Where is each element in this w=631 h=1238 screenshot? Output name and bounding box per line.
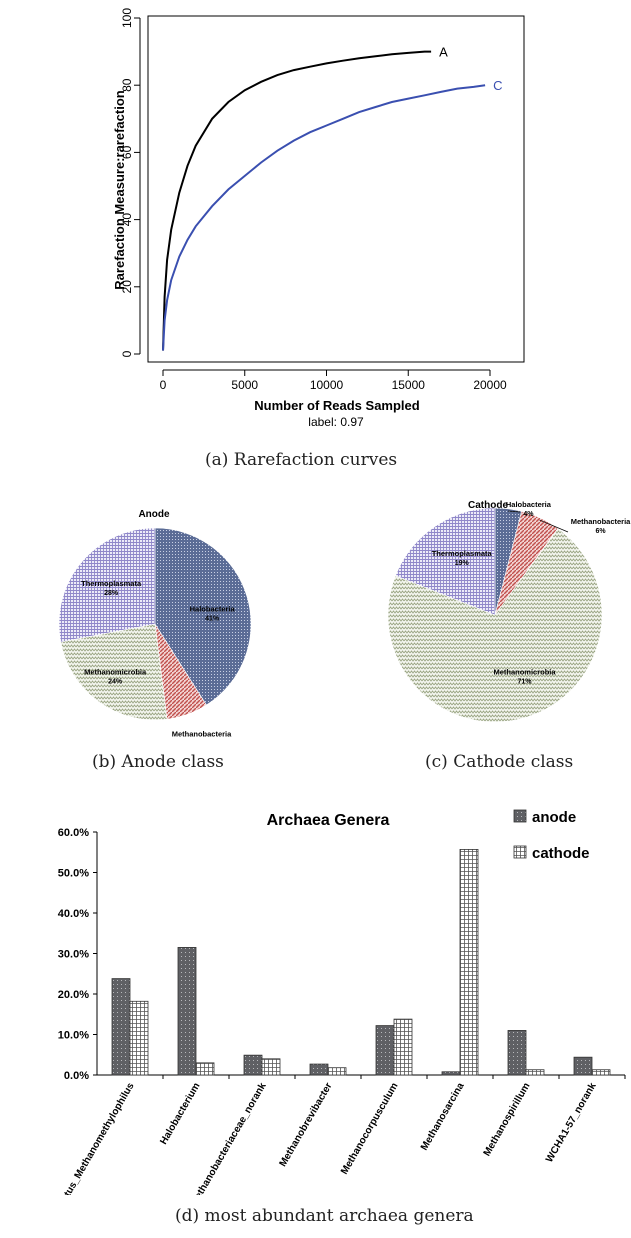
pie-title: Anode — [138, 509, 170, 520]
series-label-C: C — [493, 78, 502, 93]
y-tick-label: 10.0% — [58, 1030, 89, 1042]
pie-slice-methanomicrobia — [387, 528, 603, 723]
anode-pie-chart: Anode Halobacteria41%Methanobacteria7%Me… — [58, 509, 252, 747]
x-tick-label: 20000 — [473, 378, 507, 392]
y-tick-label: 60.0% — [58, 827, 89, 839]
bar-anode — [309, 1063, 329, 1076]
bar-chart-title: Archaea Genera — [267, 812, 390, 829]
caption-d: (d) most abundant archaea genera — [175, 1206, 474, 1226]
bar-anode — [243, 1054, 263, 1076]
category-label: Candidatus_Methanomethylophilus — [43, 1081, 137, 1195]
category-label: Halobacterium — [158, 1081, 202, 1147]
series-label-A: A — [439, 45, 448, 60]
y-tick-label: 80 — [120, 78, 134, 92]
category-label: WCHA1-57_norank — [544, 1081, 599, 1165]
y-tick-label: 50.0% — [58, 868, 89, 880]
y-tick-label: 20 — [120, 280, 134, 294]
legend-label: cathode — [532, 845, 590, 862]
y-tick-label: 40.0% — [58, 908, 89, 920]
anode-pie-panel: Anode Halobacteria41%Methanobacteria7%Me… — [40, 500, 280, 747]
slice-pct: 4% — [523, 511, 534, 518]
genera-bar-chart: Archaea Genera 0.0% 10.0% 20.0% 30.0% 40.0% 5… — [43, 809, 626, 1233]
slice-pct: 41% — [205, 615, 220, 622]
pie-slice-thermoplasmata — [395, 507, 496, 616]
slice-label: Thermoplasmata — [81, 579, 142, 588]
slice-label: Halobacteria — [190, 604, 236, 613]
bar-cathode — [393, 1018, 413, 1076]
x-tick-label: 5000 — [231, 378, 258, 392]
slice-pct: 71% — [518, 678, 533, 685]
bar-anode — [177, 947, 197, 1076]
y-axis-label: Rarefaction Measure:rarefaction — [112, 90, 127, 289]
leader-line — [508, 510, 521, 513]
y-tick-label: 40 — [120, 213, 134, 227]
y-tick-label: 30.0% — [58, 949, 89, 961]
bar-cathode — [459, 849, 479, 1076]
legend-swatch — [513, 845, 527, 859]
bar-anode — [507, 1030, 527, 1076]
x-tick-label: 0 — [160, 378, 167, 392]
caption-c: (c) Cathode class — [425, 752, 574, 772]
leader-line — [539, 519, 569, 533]
category-label: Methanobacteriaceae_norank — [189, 1081, 269, 1195]
category-label: Methanobrevibacter — [278, 1081, 335, 1169]
genera-bar-panel: Archaea Genera 0.0% 10.0% 20.0% 30.0% 40.0% 5… — [0, 795, 631, 1233]
y-tick-label: 0 — [120, 350, 134, 357]
bar-cathode — [195, 1062, 215, 1076]
series-line-A — [162, 50, 432, 351]
bar-anode — [111, 978, 131, 1076]
slice-pct: 28% — [104, 590, 119, 597]
bar-cathode — [525, 1069, 545, 1076]
cathode-pie-panel: Cathode Halobacteria 4% Methanobacteria 6% M… — [380, 490, 631, 730]
chart-subtitle: label: 0.97 — [308, 415, 364, 429]
bar-cathode — [591, 1069, 611, 1076]
bar-cathode — [129, 1000, 149, 1076]
x-tick-label: 15000 — [392, 378, 426, 392]
y-tick-label: 20.0% — [58, 989, 89, 1001]
slice-label: Thermoplasmata — [432, 549, 493, 558]
slice-pct: 6% — [595, 528, 606, 535]
slice-label: Methanobacteria — [571, 517, 631, 526]
legend-label: anode — [532, 809, 576, 826]
series-line-C — [162, 84, 486, 351]
x-tick-label: 10000 — [310, 378, 344, 392]
cathode-pie-chart: Cathode Halobacteria 4% Methanobacteria 6% M… — [387, 500, 631, 723]
slice-label: Methanobacteria — [172, 729, 232, 738]
pie-title: Cathode — [468, 500, 508, 511]
bar-anode — [573, 1056, 593, 1076]
y-tick-label: 60 — [120, 145, 134, 159]
bar-cathode — [327, 1067, 347, 1076]
slice-label: Halobacteria — [506, 500, 552, 509]
rarefaction-chart: 0 5000 10000 15000 20000 0 20 40 60 80 100 A C Rare… — [112, 8, 525, 429]
caption-b: (b) Anode class — [92, 752, 224, 772]
y-tick-label: 0.0% — [64, 1070, 89, 1082]
category-label: Methanospirillum — [482, 1081, 533, 1158]
pie-slice-thermoplasmata — [58, 527, 156, 643]
category-label: Methanocorpusculum — [339, 1081, 401, 1177]
x-axis-label: Number of Reads Sampled — [254, 398, 419, 413]
pie-slice-halobacteria — [154, 527, 252, 706]
slice-pct: 24% — [108, 679, 123, 686]
rarefaction-panel: 0 5000 10000 15000 20000 0 20 40 60 80 100 A C Rare… — [0, 0, 631, 440]
slice-pct: 19% — [455, 560, 470, 567]
bar-anode — [441, 1071, 461, 1076]
slice-label: Methanomicrobia — [493, 667, 556, 676]
bar-cathode — [261, 1058, 281, 1076]
slice-label: Methanomicrobia — [84, 668, 147, 677]
legend-swatch — [513, 809, 527, 823]
plot-frame — [147, 15, 525, 363]
y-tick-label: 100 — [120, 8, 134, 28]
category-label: Methanosarcina — [419, 1081, 467, 1153]
bar-anode — [375, 1025, 395, 1076]
caption-a: (a) Rarefaction curves — [205, 450, 398, 470]
pie-slice-methanomicrobia — [60, 623, 168, 721]
